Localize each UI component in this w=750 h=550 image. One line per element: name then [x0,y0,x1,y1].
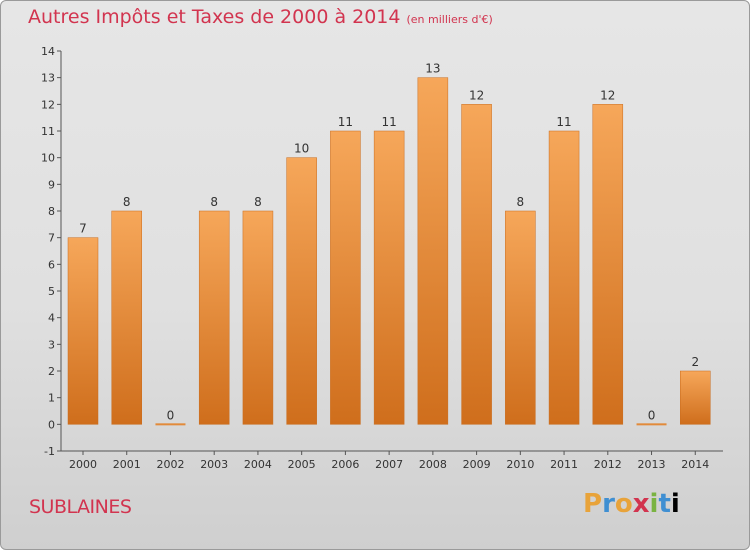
x-tick-label: 2011 [550,458,578,471]
x-tick-label: 2005 [288,458,316,471]
bar [155,423,186,426]
x-tick-label: 2013 [638,458,666,471]
y-tick-label: -1 [44,445,55,458]
commune-name: SUBLAINES [29,496,132,518]
y-tick-label: 12 [41,98,55,111]
data-label: 11 [338,115,353,129]
x-tick-label: 2009 [463,458,491,471]
data-label: 8 [517,195,525,209]
y-tick-label: 13 [41,72,55,85]
y-tick-label: 0 [48,418,55,431]
data-label: 2 [691,355,699,369]
y-tick-label: 11 [41,125,55,138]
chart-title: Autres Impôts et Taxes de 2000 à 2014 (en… [28,6,493,28]
data-label: 7 [79,222,87,236]
x-tick-label: 2002 [156,458,184,471]
bar [286,157,317,425]
bar [680,370,711,425]
data-label: 13 [425,62,440,76]
bar [461,104,492,425]
x-tick-label: 2001 [113,458,141,471]
x-tick-label: 2012 [594,458,622,471]
x-tick-label: 2010 [506,458,534,471]
data-label: 12 [469,88,484,102]
y-tick-label: 7 [48,232,55,245]
data-label: 12 [600,88,615,102]
x-tick-label: 2004 [244,458,272,471]
x-tick-label: 2007 [375,458,403,471]
y-tick-label: 6 [48,258,55,271]
bar [592,104,624,425]
y-tick-label: 1 [48,392,55,405]
bar [198,210,230,425]
bar [111,210,142,425]
data-label: 10 [294,142,309,156]
data-label: 8 [123,195,131,209]
bar [636,423,667,426]
data-label: 0 [167,408,175,422]
y-tick-label: 2 [48,365,55,378]
y-tick-label: 4 [48,312,55,325]
chart-unit: (en milliers d'€) [406,13,493,26]
x-tick-label: 2008 [419,458,447,471]
y-tick-label: 9 [48,178,55,191]
bar [548,130,580,425]
data-label: 8 [254,195,262,209]
bar [373,130,405,425]
bar [67,237,99,425]
data-label: 11 [556,115,571,129]
y-tick-label: 10 [41,152,55,165]
chart-title-text: Autres Impôts et Taxes de 2000 à 2014 [28,6,401,28]
bar [242,210,274,425]
data-label: 8 [210,195,218,209]
y-tick-label: 5 [48,285,55,298]
data-label: 11 [381,115,396,129]
bar [417,77,449,425]
x-tick-label: 2000 [69,458,97,471]
data-label: 0 [648,408,656,422]
proxiti-logo: Proxiti [583,489,680,519]
x-tick-label: 2014 [681,458,709,471]
y-tick-label: 8 [48,205,55,218]
bar [505,210,536,425]
y-tick-label: 3 [48,338,55,351]
x-tick-label: 2003 [200,458,228,471]
x-tick-label: 2006 [331,458,359,471]
y-tick-label: 14 [41,45,55,58]
bar [330,130,361,425]
